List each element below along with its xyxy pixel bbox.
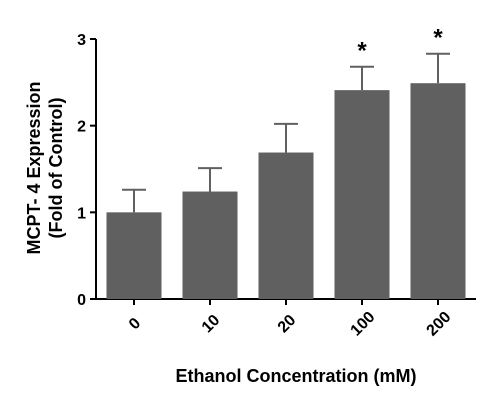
y-axis-title-line1: MCPT- 4 Expression: [24, 81, 44, 254]
x-tick-label: 100: [348, 309, 379, 340]
x-tick-label: 20: [275, 312, 300, 337]
bar: [258, 152, 314, 299]
y-tick-label: 0: [77, 292, 86, 309]
bar: [410, 83, 466, 299]
x-tick-label: 10: [199, 312, 224, 337]
x-tick-label: 0: [126, 315, 144, 333]
x-tick-label: 200: [424, 309, 455, 340]
bar: [334, 90, 390, 299]
x-axis-title: Ethanol Concentration (mM): [176, 366, 417, 386]
y-tick-label: 2: [77, 119, 86, 136]
bar: [106, 212, 162, 299]
y-axis-title-line2: (Fold of Control): [46, 98, 66, 239]
y-tick-label: 1: [77, 205, 86, 222]
bar: [182, 191, 238, 299]
plot-area: 0 1 2 3 0 10 20 100 * 200 *: [77, 25, 476, 340]
y-axis-title: MCPT- 4 Expression (Fold of Control): [24, 81, 66, 254]
significance-mark: *: [433, 25, 443, 52]
significance-mark: *: [357, 38, 367, 65]
y-tick-label: 3: [77, 32, 86, 49]
